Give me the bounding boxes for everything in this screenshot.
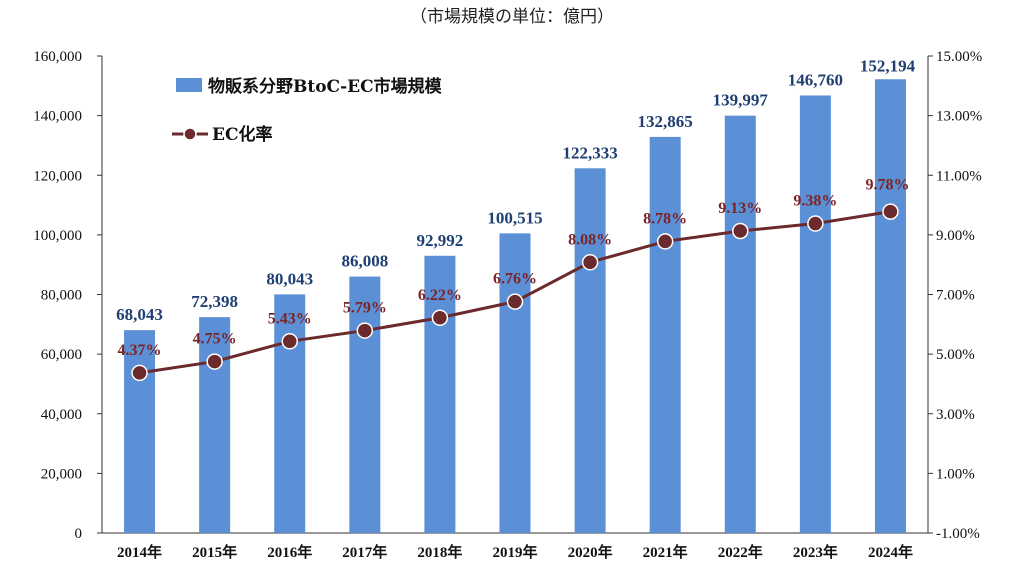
y-right-tick-label: 15.00%: [936, 49, 982, 65]
ec-rate-data-label: 6.22%: [418, 287, 462, 304]
bar: [199, 317, 231, 533]
y-right-tick-label: 9.00%: [936, 228, 975, 244]
ec-rate-data-label: 4.37%: [118, 342, 162, 359]
y-left-tick-label: 120,000: [33, 168, 82, 184]
bar-data-label: 122,333: [562, 143, 617, 162]
legend-bar-label: 物販系分野BtoC-EC市場規模: [208, 76, 443, 97]
ec-rate-point: [206, 353, 223, 370]
y-right-tick-label: 3.00%: [936, 407, 975, 423]
ec-rate-point: [732, 222, 749, 240]
ec-rate-data-label: 5.79%: [343, 300, 387, 317]
ec-rate-point: [281, 333, 298, 350]
x-tick-label: 2020年: [568, 543, 613, 561]
y-right-tick-label: 5.00%: [936, 347, 975, 363]
y-right-tick-label: 11.00%: [936, 168, 982, 184]
bar-data-label: 68,043: [116, 305, 163, 324]
bar: [424, 255, 456, 534]
ec-rate-data-label: 4.75%: [193, 331, 237, 348]
bar-data-label: 80,043: [266, 269, 313, 288]
ec-rate-point: [356, 322, 374, 339]
ec-rate-data-label: 5.43%: [268, 310, 312, 327]
ec-rate-point: [807, 215, 824, 232]
x-tick-label: 2024年: [868, 543, 913, 561]
y-left-tick-label: 40,000: [41, 407, 82, 423]
bar: [649, 136, 681, 533]
x-tick-label: 2018年: [417, 543, 462, 561]
bar-data-label: 72,398: [191, 292, 238, 311]
bar: [874, 79, 906, 533]
y-left-tick-label: 60,000: [41, 347, 82, 363]
bar-data-label: 146,760: [788, 70, 843, 89]
bar: [124, 330, 156, 533]
legend-line-marker: [183, 127, 197, 141]
legend: 物販系分野BtoC-EC市場規模 EC化率: [172, 76, 443, 145]
y-right-tick-label: 7.00%: [936, 288, 975, 304]
x-tick-label: 2014年: [117, 543, 162, 561]
bar-data-label: 152,194: [860, 56, 916, 75]
ec-rate-data-label: 6.76%: [493, 271, 537, 288]
bar: [499, 233, 531, 533]
x-tick-label: 2023年: [793, 543, 838, 561]
y-left-tick-label: 20,000: [41, 466, 82, 482]
ec-rate-data-label: 8.08%: [568, 231, 612, 248]
x-tick-label: 2022年: [718, 543, 763, 561]
chart-subtitle: （市場規模の単位：億円）: [410, 7, 614, 27]
x-tick-label: 2017年: [342, 543, 387, 561]
legend-line-label: EC化率: [212, 124, 273, 145]
ec-rate-point: [656, 233, 674, 250]
legend-bar-swatch: [176, 78, 202, 92]
ec-rate-data-label: 9.38%: [793, 193, 837, 210]
bar: [724, 115, 756, 533]
x-tick-label: 2016年: [267, 543, 312, 561]
bar: [274, 294, 306, 533]
y-right-tick-label: -1.00%: [936, 526, 980, 542]
bar-data-label: 132,865: [638, 112, 693, 131]
bar-data-label: 92,992: [417, 231, 464, 250]
ec-rate-data-label: 9.78%: [865, 177, 909, 194]
bar: [799, 95, 831, 534]
y-left-tick-label: 100,000: [33, 228, 82, 244]
plot-area: 0 20,000 40,000 60,000 80,000 100,000 120,000 1…: [33, 49, 982, 561]
ec-rate-point: [506, 293, 524, 310]
ec-rate-point: [882, 203, 899, 220]
ec-rate-data-label: 9.13%: [718, 200, 762, 217]
bar-data-label: 139,997: [713, 91, 769, 110]
bar: [349, 276, 381, 533]
x-tick-label: 2021年: [643, 543, 688, 561]
ec-rate-point: [131, 364, 148, 382]
ec-rate-point: [431, 309, 449, 327]
y-left-tick-label: 0: [75, 526, 83, 542]
y-left-tick-label: 160,000: [33, 49, 82, 65]
ec-rate-data-label: 8.78%: [643, 210, 687, 227]
ec-rate-point: [581, 254, 599, 271]
y-right-tick-label: 1.00%: [936, 466, 975, 482]
y-left-tick-label: 80,000: [41, 288, 82, 304]
y-left-tick-label: 140,000: [33, 109, 82, 125]
bar: [574, 168, 606, 533]
y-right-tick-label: 13.00%: [936, 109, 982, 125]
x-tick-label: 2015年: [192, 543, 237, 561]
bar-data-label: 100,515: [487, 208, 542, 227]
bar-data-label: 86,008: [341, 252, 388, 271]
x-tick-label: 2019年: [492, 543, 537, 561]
